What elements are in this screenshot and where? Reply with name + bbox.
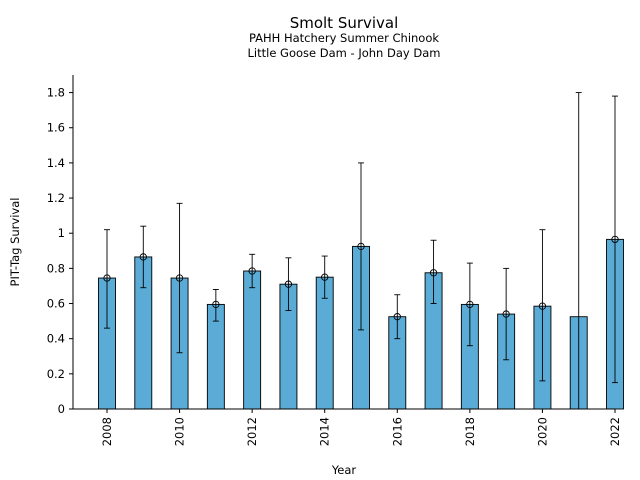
x-tick-label: 2010 [173,417,187,446]
point-marker-2009 [139,253,147,261]
y-tick-label: 0.6 [47,297,65,311]
point-marker-2020 [538,302,547,310]
point-marker-2017 [429,269,438,277]
point-marker-2011 [212,300,220,309]
chart-subtitle-line-1: PAHH Hatchery Summer Chinook [249,31,439,45]
y-tick-label: 0.8 [47,261,65,275]
x-tick-label: 2018 [463,417,477,446]
point-marker-2008 [103,274,111,282]
point-marker-2014 [321,273,329,281]
point-marker-2010 [175,274,184,282]
x-tick-label: 2022 [608,417,622,446]
y-tick-label: 1.2 [47,191,65,205]
point-marker-2016 [393,313,401,321]
point-marker-2012 [248,267,256,275]
chart-subtitle-line-2: Little Goose Dam - John Day Dam [248,46,441,60]
y-tick-label: 1.4 [47,156,65,170]
y-tick-label: 1.8 [47,86,65,100]
x-tick-label: 2020 [535,417,549,446]
x-axis-label: Year [331,463,357,477]
plot-area: 0 0.2 0.4 0.6 0.8 1 1.2 1.4 1.6 1.8 2008 2010 2012 20… [47,75,624,446]
point-marker-2015 [357,242,365,251]
x-tick-label: 2008 [100,417,114,446]
y-axis-label: PIT-Tag Survival [8,198,22,287]
x-tick-label: 2012 [245,417,259,446]
point-marker-2013 [284,280,293,288]
y-tick-label: 1.6 [47,121,65,135]
bar-2012 [243,270,262,410]
point-marker-2018 [466,300,474,309]
y-tick-label: 0.2 [47,367,65,381]
chart-title: Smolt Survival [290,14,399,32]
y-tick-label: 1 [58,226,65,240]
y-tick-label: 0 [58,402,65,416]
y-tick-label: 0.4 [47,332,65,346]
x-tick-label: 2014 [318,417,332,446]
point-marker-2019 [502,310,510,318]
x-tick-label: 2016 [390,417,404,446]
point-marker-2022 [611,235,619,244]
